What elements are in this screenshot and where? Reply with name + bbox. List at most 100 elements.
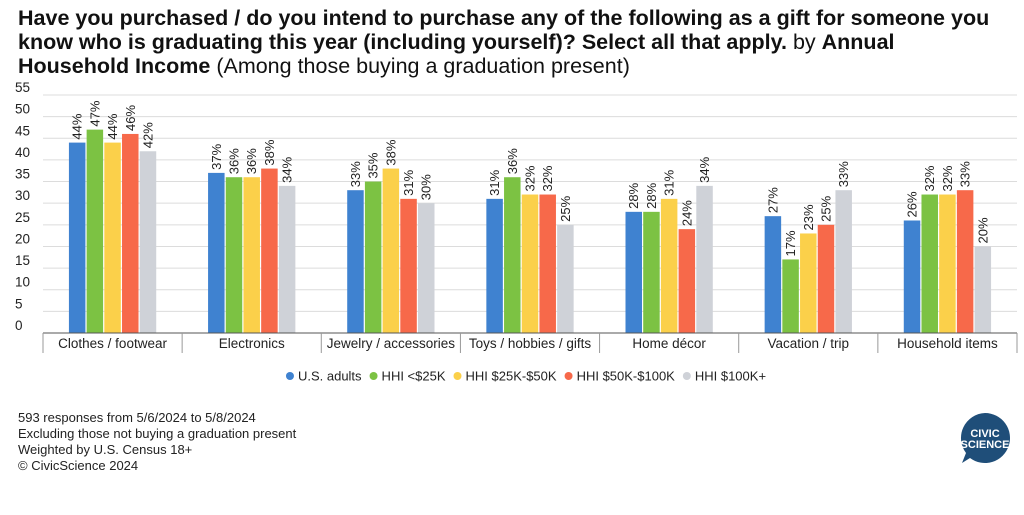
bar	[625, 211, 642, 333]
bar	[956, 190, 974, 333]
legend-label: HHI $100K+	[695, 369, 766, 384]
legend-item: U.S. adults	[285, 369, 362, 384]
bar-value-label: 38%	[383, 139, 398, 165]
x-tick-label: Jewelry / accessories	[327, 336, 456, 351]
bar-value-label: 47%	[87, 100, 102, 126]
footnote-copyright: © CivicScience 2024	[18, 458, 139, 473]
legend-marker-icon	[564, 372, 573, 380]
bar	[261, 168, 278, 333]
bar	[278, 185, 296, 333]
title-question: Have you purchased / do you intend to pu…	[18, 6, 990, 54]
bar-value-label: 32%	[523, 165, 538, 191]
bar-value-label: 34%	[280, 156, 295, 182]
legend-label: HHI <$25K	[382, 369, 446, 384]
bar	[678, 229, 696, 333]
y-tick-label: 45	[15, 123, 30, 138]
bar	[418, 203, 435, 333]
bar	[104, 142, 121, 333]
legend-label: HHI $50K-$100K	[577, 369, 676, 384]
bar-value-label: 24%	[679, 200, 694, 226]
y-tick-label: 5	[15, 296, 23, 311]
footnote-responses: 593 responses from 5/6/2024 to 5/8/2024	[18, 410, 256, 425]
bar	[243, 177, 260, 333]
bar-value-label: 27%	[765, 187, 780, 213]
footnote-exclusion: Excluding those not buying a graduation …	[18, 426, 297, 441]
chart-title: Have you purchased / do you intend to pu…	[18, 6, 1008, 78]
bar-value-label: 31%	[487, 169, 502, 195]
logo-bubble-icon	[960, 413, 1010, 463]
bar	[208, 172, 225, 333]
bar	[521, 194, 539, 333]
bar-value-label: 20%	[975, 217, 990, 243]
bar-value-label: 25%	[818, 195, 833, 221]
bar	[817, 224, 835, 333]
bar-value-label: 28%	[644, 182, 659, 208]
chart-subtitle: (Among those buying a graduation present…	[216, 54, 630, 78]
legend-marker-icon	[682, 372, 691, 380]
bar-value-label: 35%	[366, 152, 381, 178]
x-tick-label: Clothes / footwear	[58, 336, 167, 351]
bar	[660, 198, 678, 333]
bar-value-label: 44%	[105, 113, 120, 139]
y-tick-label: 10	[15, 275, 30, 290]
bar-value-label: 38%	[262, 139, 277, 165]
bar	[939, 194, 956, 333]
bar	[122, 133, 139, 333]
bar-value-label: 17%	[783, 230, 798, 256]
bar-value-label: 44%	[70, 113, 85, 139]
bar	[504, 177, 521, 333]
x-tick-label: Vacation / trip	[768, 336, 850, 351]
y-tick-label: 35	[15, 167, 30, 182]
bar-value-label: 33%	[836, 161, 851, 187]
bar-value-label: 32%	[922, 165, 937, 191]
y-tick-label: 30	[15, 188, 30, 203]
bar	[903, 220, 921, 333]
logo-line-2: SCIENCE	[961, 439, 1010, 451]
bar-value-label: 26%	[905, 191, 920, 217]
bar	[800, 233, 817, 333]
bar-value-label: 37%	[209, 143, 224, 169]
bar-value-label: 28%	[626, 182, 641, 208]
bar	[400, 198, 417, 333]
bar	[486, 198, 503, 333]
civicscience-logo: CIVIC SCIENCE	[960, 413, 1010, 463]
bar-value-label: 42%	[140, 122, 155, 148]
legend: U.S. adults HHI <$25K HHI $25K-$50K HHI $50…	[285, 369, 766, 384]
bar-value-label: 32%	[940, 165, 955, 191]
bar-value-label: 46%	[123, 104, 138, 130]
legend-label: HHI $25K-$50K	[466, 369, 557, 384]
logo-line-1: CIVIC	[970, 428, 999, 440]
bar	[539, 194, 556, 333]
legend-marker-icon	[285, 372, 294, 380]
bar-value-label: 33%	[348, 161, 363, 187]
y-tick-label: 55	[15, 80, 30, 95]
y-tick-label: 15	[15, 253, 30, 268]
footnotes: 593 responses from 5/6/2024 to 5/8/2024 …	[18, 410, 296, 474]
bar	[643, 211, 660, 333]
legend-item: HHI <$25K	[369, 369, 446, 384]
legend-item: HHI $100K+	[682, 369, 766, 384]
bar	[225, 177, 243, 333]
bar-value-label: 36%	[227, 148, 242, 174]
bar-value-label: 32%	[540, 165, 555, 191]
legend-item: HHI $25K-$50K	[453, 369, 557, 384]
bar-value-label: 25%	[558, 195, 573, 221]
bar	[382, 168, 400, 333]
bar	[68, 142, 86, 333]
bar	[86, 129, 104, 333]
bar-value-label: 31%	[401, 169, 416, 195]
footnote-weighting: Weighted by U.S. Census 18+	[18, 442, 193, 457]
x-tick-label: Home décor	[632, 336, 706, 351]
bar	[974, 246, 992, 333]
bar-value-label: 36%	[244, 148, 259, 174]
bar	[557, 224, 574, 333]
x-tick-label: Toys / hobbies / gifts	[469, 336, 592, 351]
legend-marker-icon	[369, 372, 378, 380]
bar	[696, 185, 713, 333]
title-by: by	[792, 30, 816, 54]
bar-value-label: 31%	[662, 169, 677, 195]
bar-value-label: 30%	[419, 174, 434, 200]
bar-value-label: 23%	[801, 204, 816, 230]
x-tick-label: Household items	[897, 336, 998, 351]
title-dimension: Annual Household Income	[18, 30, 895, 78]
